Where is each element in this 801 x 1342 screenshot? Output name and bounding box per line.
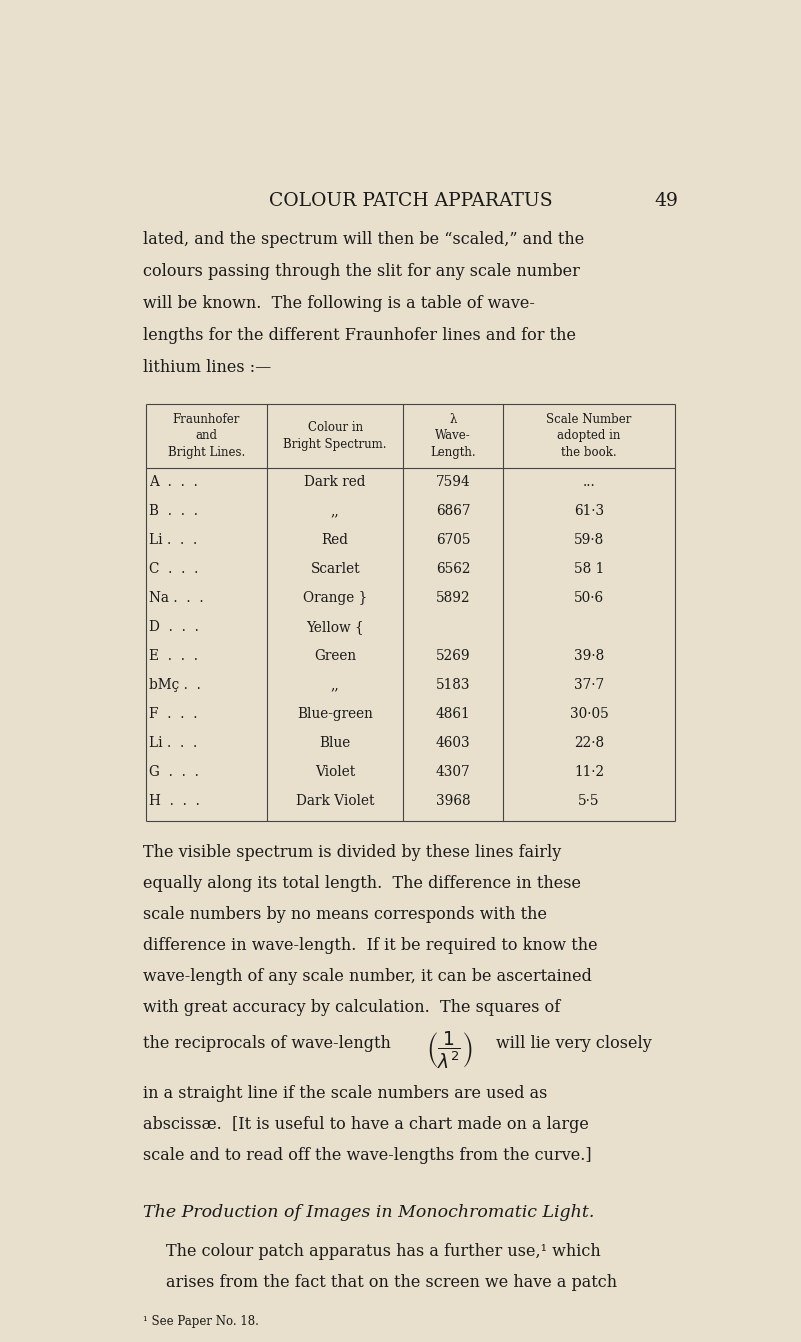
Text: ¹ See Paper No. 18.: ¹ See Paper No. 18. (143, 1315, 259, 1329)
Text: The visible spectrum is divided by these lines fairly: The visible spectrum is divided by these… (143, 844, 561, 862)
Text: 50·6: 50·6 (574, 590, 604, 605)
Text: Dark Violet: Dark Violet (296, 793, 374, 808)
Text: 11·2: 11·2 (574, 765, 604, 778)
Text: COLOUR PATCH APPARATUS: COLOUR PATCH APPARATUS (268, 192, 553, 211)
Text: lated, and the spectrum will then be “scaled,” and the: lated, and the spectrum will then be “sc… (143, 231, 584, 248)
Text: 7594: 7594 (436, 475, 470, 490)
Text: 6562: 6562 (436, 562, 470, 576)
Text: Colour in
Bright Spectrum.: Colour in Bright Spectrum. (284, 421, 387, 451)
Text: ,,: ,, (331, 678, 340, 692)
Text: 4861: 4861 (436, 707, 470, 721)
Text: C  .  .  .: C . . . (149, 562, 199, 576)
Text: Fraunhofer
and
Bright Lines.: Fraunhofer and Bright Lines. (167, 413, 245, 459)
Text: F  .  .  .: F . . . (149, 707, 198, 721)
Text: G  .  .  .: G . . . (149, 765, 199, 778)
Text: 5269: 5269 (436, 650, 470, 663)
Text: Scale Number
adopted in
the book.: Scale Number adopted in the book. (546, 413, 632, 459)
Text: 59·8: 59·8 (574, 533, 604, 548)
Text: Dark red: Dark red (304, 475, 366, 490)
Text: the reciprocals of wave-length: the reciprocals of wave-length (143, 1035, 391, 1052)
Text: 6867: 6867 (436, 505, 470, 518)
Text: Green: Green (314, 650, 356, 663)
Text: $\left(\dfrac{1}{\lambda^2}\right)$: $\left(\dfrac{1}{\lambda^2}\right)$ (426, 1031, 473, 1071)
Text: ...: ... (582, 475, 595, 490)
Text: E  .  .  .: E . . . (149, 650, 198, 663)
Text: 39·8: 39·8 (574, 650, 604, 663)
Text: 4603: 4603 (436, 735, 470, 750)
Text: H  .  .  .: H . . . (149, 793, 199, 808)
Text: Blue-green: Blue-green (297, 707, 373, 721)
Text: Yellow {: Yellow { (306, 620, 364, 633)
Text: will lie very closely: will lie very closely (496, 1035, 652, 1052)
Text: 5·5: 5·5 (578, 793, 600, 808)
Text: ,,: ,, (331, 505, 340, 518)
Text: wave-length of any scale number, it can be ascertained: wave-length of any scale number, it can … (143, 968, 592, 985)
Text: scale and to read off the wave-lengths from the curve.]: scale and to read off the wave-lengths f… (143, 1147, 591, 1164)
Text: 22·8: 22·8 (574, 735, 604, 750)
Text: Violet: Violet (315, 765, 356, 778)
Text: with great accuracy by calculation.  The squares of: with great accuracy by calculation. The … (143, 998, 560, 1016)
Text: difference in wave-length.  If it be required to know the: difference in wave-length. If it be requ… (143, 937, 598, 954)
Text: Orange }: Orange } (303, 590, 368, 605)
Text: 37·7: 37·7 (574, 678, 604, 692)
Text: in a straight line if the scale numbers are used as: in a straight line if the scale numbers … (143, 1084, 547, 1102)
Text: B  .  .  .: B . . . (149, 505, 198, 518)
Text: lengths for the different Fraunhofer lines and for the: lengths for the different Fraunhofer lin… (143, 327, 576, 345)
Text: scale numbers by no means corresponds with the: scale numbers by no means corresponds wi… (143, 906, 547, 923)
Text: 4307: 4307 (436, 765, 470, 778)
Text: 3968: 3968 (436, 793, 470, 808)
Text: 49: 49 (654, 192, 678, 211)
Text: colours passing through the slit for any scale number: colours passing through the slit for any… (143, 263, 580, 280)
Text: abscissæ.  [It is useful to have a chart made on a large: abscissæ. [It is useful to have a chart … (143, 1115, 589, 1133)
Text: 61·3: 61·3 (574, 505, 604, 518)
Text: λ
Wave-
Length.: λ Wave- Length. (430, 413, 476, 459)
Text: arises from the fact that on the screen we have a patch: arises from the fact that on the screen … (167, 1274, 618, 1291)
Text: 58 1: 58 1 (574, 562, 604, 576)
Text: Blue: Blue (320, 735, 351, 750)
Text: will be known.  The following is a table of wave-: will be known. The following is a table … (143, 295, 534, 313)
Text: D  .  .  .: D . . . (149, 620, 199, 633)
Text: 6705: 6705 (436, 533, 470, 548)
Text: Scarlet: Scarlet (310, 562, 360, 576)
Text: lithium lines :—: lithium lines :— (143, 360, 271, 377)
Text: 5183: 5183 (436, 678, 470, 692)
Text: The colour patch apparatus has a further use,¹ which: The colour patch apparatus has a further… (167, 1243, 601, 1260)
Text: A  .  .  .: A . . . (149, 475, 198, 490)
Text: Na .  .  .: Na . . . (149, 590, 203, 605)
Text: 30·05: 30·05 (570, 707, 609, 721)
Text: Red: Red (322, 533, 348, 548)
Text: equally along its total length.  The difference in these: equally along its total length. The diff… (143, 875, 581, 892)
Text: The Production of Images in Monochromatic Light.: The Production of Images in Monochromati… (143, 1204, 594, 1221)
Text: 5892: 5892 (436, 590, 470, 605)
Text: bMç .  .: bMç . . (149, 678, 201, 692)
Text: Li .  .  .: Li . . . (149, 735, 197, 750)
Text: Li .  .  .: Li . . . (149, 533, 197, 548)
